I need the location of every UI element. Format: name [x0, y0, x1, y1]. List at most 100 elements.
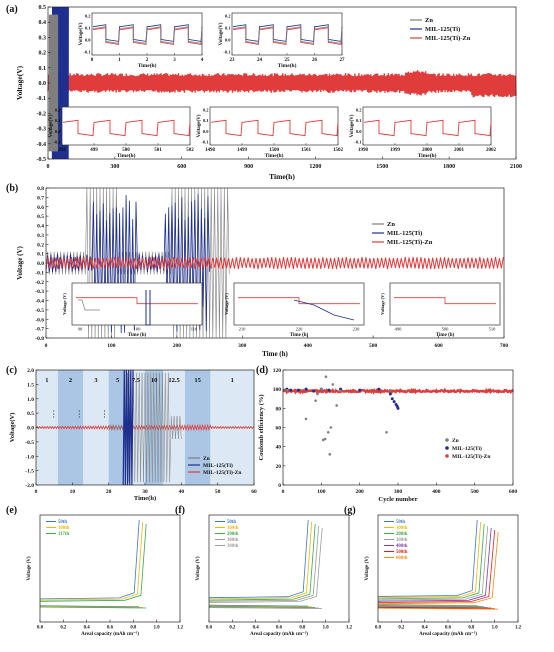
x-tick-label: 0 — [35, 489, 38, 495]
y-tick-label: 2.0 — [27, 368, 34, 374]
inset-y-label: Voltage(V) — [219, 22, 224, 45]
inset-x-tick-label: 24 — [257, 58, 263, 63]
y-axis-label: Coulomb efficiency (%) — [258, 394, 265, 460]
series-line — [377, 519, 478, 597]
inset-x-tick-label: 2001 — [454, 148, 465, 153]
series-line — [377, 525, 489, 601]
inset-zn-trace — [92, 26, 203, 44]
x-tick-label: 100 — [317, 489, 326, 495]
current-density-label: 10 — [151, 377, 158, 384]
legend-label: 100th — [58, 526, 70, 531]
y-tick-label: 0.3 — [39, 35, 47, 41]
inset-x-label: Time(h) — [265, 152, 284, 159]
point-zn — [339, 389, 342, 393]
panel-label-c: (c) — [6, 365, 17, 376]
legend-label: 100th — [227, 526, 239, 531]
series-line — [377, 606, 488, 608]
inset-milzn-trace — [394, 297, 496, 305]
inset-x-tick-label: 498 — [58, 148, 66, 153]
y-tick-label: 120 — [273, 368, 282, 374]
inset-x-label: Time (h) — [290, 333, 309, 338]
rate-segment-bg — [83, 370, 109, 485]
x-tick-label: 2100 — [510, 164, 522, 170]
series-line — [377, 521, 482, 599]
inset-x-label: Time(h) — [138, 62, 157, 69]
series-line — [377, 527, 492, 602]
legend-label: MIL-125(Ti) — [452, 445, 482, 452]
series-line — [208, 527, 323, 603]
legend-label: 200th — [396, 532, 408, 537]
y-tick-label: -0.5 — [37, 157, 47, 163]
legend-label: MIL-125(Ti) — [387, 230, 422, 237]
inset-x-tick-label: 210 — [239, 327, 247, 332]
series-line — [208, 523, 316, 601]
inset-y-tick-label: -0.1 — [354, 140, 362, 145]
x-tick-label: 0.0 — [37, 626, 44, 631]
y-tick-label: -2.0 — [25, 483, 34, 489]
inset-zn-trace — [78, 299, 100, 311]
x-tick-label: 50 — [215, 489, 221, 495]
current-density-label: 7.5 — [132, 377, 141, 384]
inset-x-tick-label: 2 — [146, 58, 149, 63]
y-tick-label: -0.5 — [35, 308, 44, 314]
series-line — [208, 606, 319, 609]
x-tick-label: 0.0 — [206, 626, 213, 631]
x-tick-label: 0.8 — [299, 626, 306, 631]
series-line — [208, 519, 309, 599]
y-tick-label: -0.2 — [35, 280, 44, 286]
y-tick-label: 0.4 — [39, 20, 47, 26]
panel-label-g: (g) — [344, 505, 356, 516]
legend-label: 400th — [396, 544, 408, 549]
y-tick-label: 0 — [278, 483, 281, 489]
x-tick-label: 0.6 — [445, 626, 452, 631]
legend-label: 50th — [396, 520, 405, 525]
x-axis-label: Areal capacity (mAh cm⁻²) — [81, 631, 139, 637]
legend-label: Zn — [425, 17, 433, 24]
legend-label: MIL-125(Ti)-Zn — [425, 35, 471, 42]
x-tick-label: 400 — [432, 489, 441, 495]
x-tick-label: 0 — [282, 489, 285, 495]
inset-x-tick-label: 90 — [78, 327, 83, 332]
series-line — [377, 607, 499, 610]
point-zn — [331, 383, 335, 386]
inset-y-tick-label: 0.0 — [356, 129, 362, 134]
series-line — [208, 606, 316, 608]
y-tick-label: 0.4 — [37, 224, 44, 230]
y-axis-label: Voltage (V) — [16, 245, 24, 279]
x-tick-label: 1.2 — [346, 626, 353, 631]
legend-label: MIL-125(Ti) — [203, 462, 233, 469]
y-tick-label: 0.2 — [39, 51, 47, 57]
x-axis-label: Areal capacity (mAh cm⁻²) — [250, 631, 308, 637]
series-line — [208, 521, 313, 600]
legend-label: 200th — [227, 532, 239, 537]
inset-x-tick-label: 25 — [285, 58, 291, 63]
x-tick-label: 40 — [179, 489, 185, 495]
inset-x-tick-label: 1502 — [333, 148, 344, 153]
panel-label-e: (e) — [6, 505, 17, 516]
y-axis-label: Voltage (V) — [365, 556, 370, 580]
x-tick-label: 1.0 — [323, 626, 330, 631]
inset-y-tick-label: 0.1 — [55, 118, 61, 123]
inset-zn-trace — [232, 26, 343, 44]
point-mil — [304, 387, 308, 391]
y-tick-label: -0.4 — [35, 299, 44, 305]
inset-x-tick-label: 100 — [134, 327, 142, 332]
inset-milzn-trace — [363, 119, 492, 137]
x-tick-label: 600 — [177, 164, 186, 170]
x-tick-label: 0.2 — [398, 626, 405, 631]
inset-y-tick-label: 0.1 — [85, 26, 91, 31]
x-tick-label: 30 — [142, 489, 148, 495]
y-tick-label: 20 — [276, 464, 282, 470]
y-tick-label: 100 — [273, 387, 282, 393]
legend-label: Zn — [203, 456, 210, 462]
inset-mil-trace — [293, 299, 355, 321]
legend-label: 100th — [396, 526, 408, 531]
legend-label: 600th — [396, 556, 408, 561]
x-tick-label: 0.4 — [84, 626, 91, 631]
inset-x-tick-label: 1998 — [358, 148, 369, 153]
y-tick-label: 0.2 — [37, 242, 44, 248]
y-tick-label: 0.7 — [37, 195, 44, 201]
inset-x-tick-label: 1999 — [390, 148, 401, 153]
legend-label: 50th — [227, 520, 236, 525]
y-tick-label: -0.3 — [37, 127, 47, 133]
